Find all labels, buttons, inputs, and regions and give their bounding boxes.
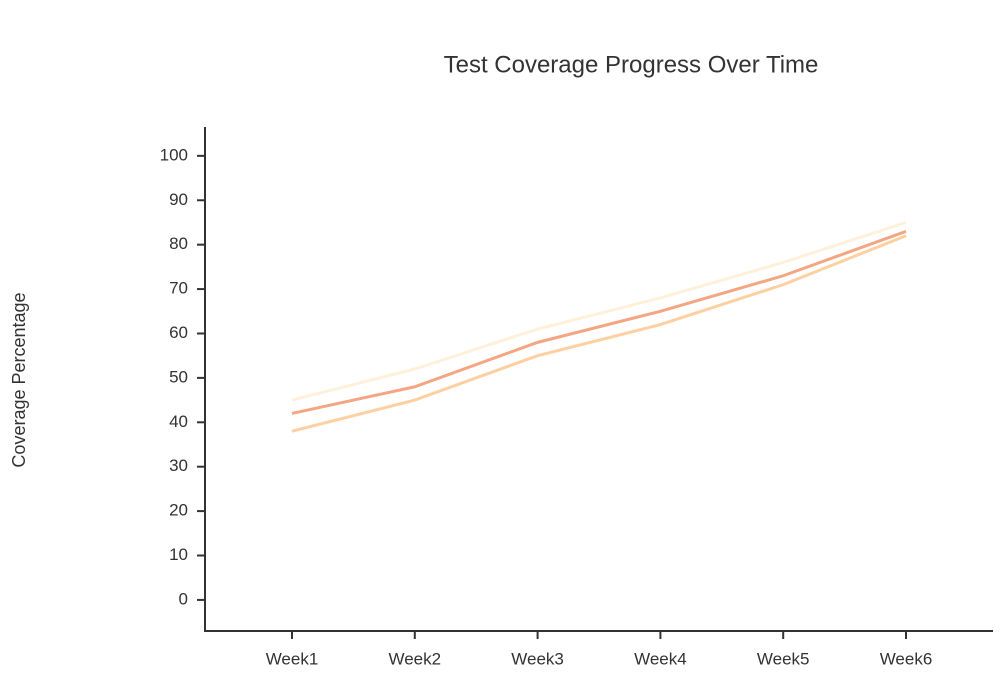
x-tick-label: Week2 [388,649,441,668]
x-tick-label: Week6 [880,649,933,668]
x-tick-label: Week1 [266,649,319,668]
y-tick-label: 40 [169,412,188,431]
x-tick-label: Week5 [757,649,810,668]
chart-title: Test Coverage Progress Over Time [444,51,819,78]
y-tick-label: 30 [169,456,188,475]
series-line [291,221,907,402]
y-tick-label: 0 [179,589,188,608]
y-axis-label: Coverage Percentage [9,292,29,467]
y-tick-label: 60 [169,323,188,342]
series-line [291,229,907,415]
x-tick-label: Week4 [634,649,687,668]
y-tick-label: 50 [169,367,188,386]
y-tick-label: 100 [160,145,188,164]
y-tick-label: 20 [169,501,188,520]
y-tick-label: 90 [169,190,188,209]
y-tick-label: 80 [169,234,188,253]
x-tick-label: Week3 [511,649,564,668]
series-line [291,234,907,433]
y-tick-label: 10 [169,545,188,564]
y-tick-label: 70 [169,279,188,298]
